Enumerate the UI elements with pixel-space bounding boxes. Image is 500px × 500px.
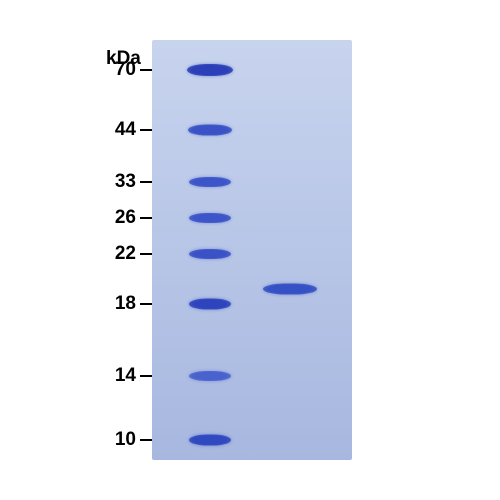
tick-70: [140, 69, 152, 71]
ladder-band-22: [189, 249, 231, 259]
ladder-band-10: [189, 435, 231, 446]
ladder-band-70: [187, 64, 233, 76]
tick-10: [140, 439, 152, 441]
tick-33: [140, 181, 152, 183]
ladder-band-14: [189, 371, 231, 381]
sample-band-0: [263, 284, 317, 295]
ladder-band-26: [189, 213, 231, 223]
tick-18: [140, 303, 152, 305]
mw-label-70: 70: [86, 59, 136, 81]
gel-lane-background: [152, 40, 352, 460]
mw-label-18: 18: [86, 293, 136, 315]
ladder-band-44: [188, 125, 232, 136]
tick-26: [140, 217, 152, 219]
mw-label-26: 26: [86, 207, 136, 229]
mw-label-33: 33: [86, 171, 136, 193]
tick-44: [140, 129, 152, 131]
ladder-band-33: [189, 177, 231, 187]
mw-label-14: 14: [86, 365, 136, 387]
mw-label-44: 44: [86, 119, 136, 141]
mw-label-10: 10: [86, 429, 136, 451]
ladder-band-18: [189, 299, 231, 310]
gel-image: kDa 7044332622181410: [80, 40, 420, 460]
tick-14: [140, 375, 152, 377]
mw-label-22: 22: [86, 243, 136, 265]
tick-22: [140, 253, 152, 255]
